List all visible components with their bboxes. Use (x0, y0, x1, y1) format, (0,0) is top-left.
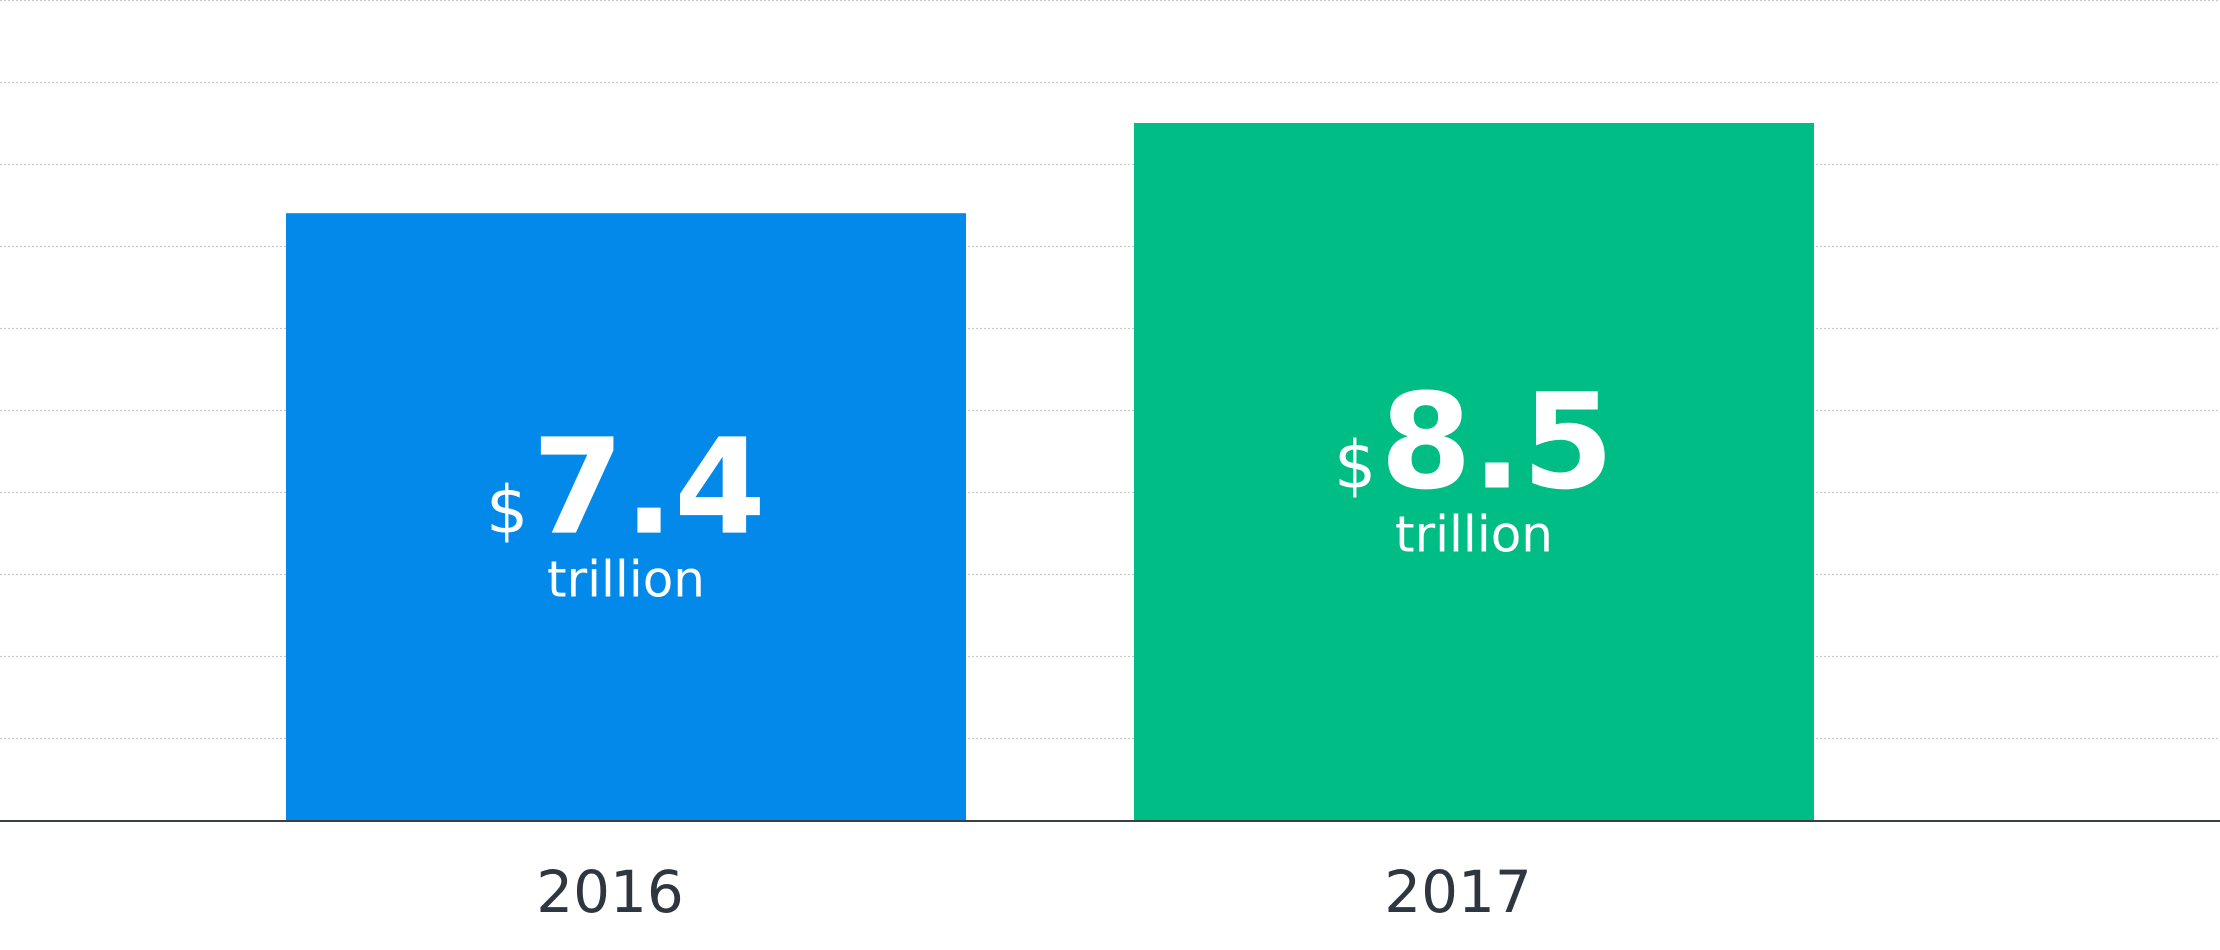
value-number: 7.4 (532, 411, 766, 565)
value-prefix: $ (1334, 427, 1376, 504)
bar-2016 (286, 213, 966, 820)
bar-2017 (1134, 123, 1814, 820)
bar-unit-label: trillion (1395, 506, 1553, 564)
x-tick-label: 2017 (1384, 858, 1532, 926)
value-prefix: $ (486, 472, 528, 549)
x-tick-label: 2016 (536, 858, 684, 926)
bar-unit-label: trillion (547, 551, 705, 609)
value-number: 8.5 (1380, 366, 1614, 520)
bar-value-label: $7.4 (486, 411, 766, 565)
bars (286, 123, 1814, 820)
bar-value-label: $8.5 (1334, 366, 1614, 520)
